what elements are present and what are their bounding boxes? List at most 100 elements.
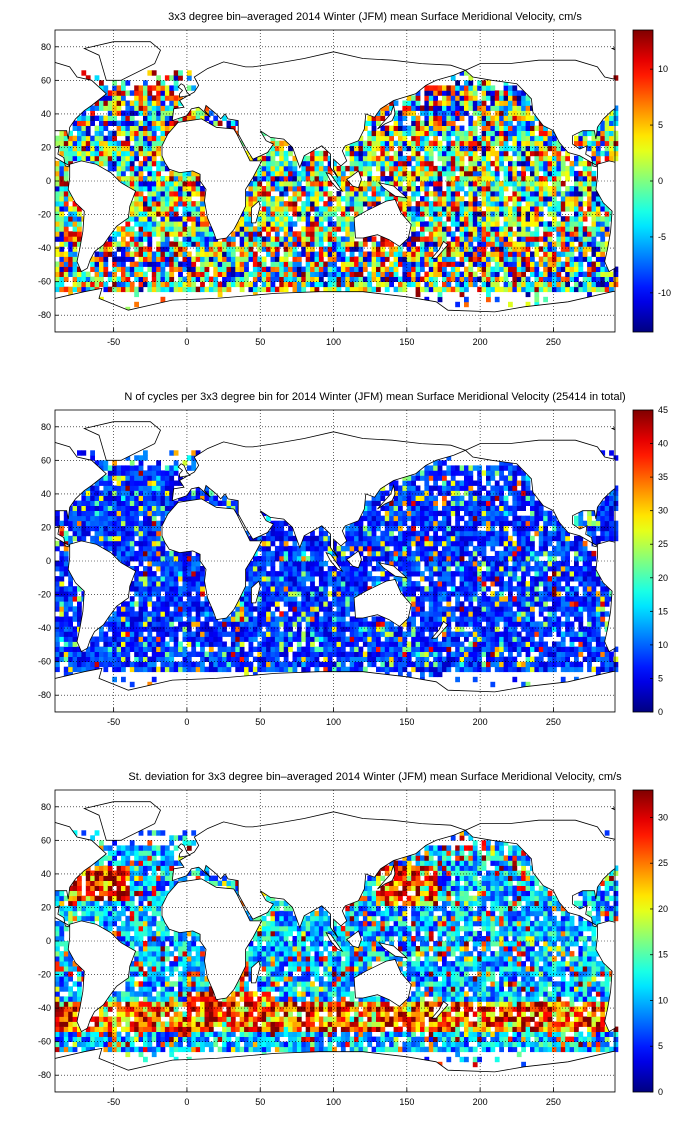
bin-cell <box>455 130 460 137</box>
bin-cell <box>72 226 78 232</box>
bin-cell <box>292 246 298 252</box>
bin-cell <box>138 95 144 101</box>
bin-cell <box>468 181 474 187</box>
bin-cell <box>195 110 201 116</box>
bin-cell <box>411 276 416 282</box>
bin-cell <box>59 176 65 182</box>
bin-cell <box>565 221 570 227</box>
bin-cell <box>248 236 254 242</box>
bin-cell <box>310 281 315 288</box>
bin-cell <box>543 296 548 303</box>
bin-cell <box>283 176 289 182</box>
bin-cell <box>143 231 148 237</box>
bin-cell <box>428 95 434 101</box>
bin-cell <box>464 271 469 277</box>
bin-cell <box>261 281 267 288</box>
bin-cell <box>68 251 73 257</box>
bin-cell <box>68 231 73 237</box>
bin-cell <box>486 191 491 197</box>
bin-cell <box>160 201 166 207</box>
bin-cell <box>107 535 113 542</box>
bin-cell <box>354 196 359 202</box>
bin-cell <box>274 520 280 527</box>
bin-cell <box>222 271 227 277</box>
bin-cell <box>367 281 373 288</box>
bin-cell <box>270 160 276 167</box>
bin-cell <box>173 120 179 126</box>
bin-cell <box>574 286 579 293</box>
bin-cell <box>173 281 179 288</box>
bin-cell <box>182 170 188 177</box>
bin-cell <box>129 460 135 466</box>
bin-cell <box>503 85 509 91</box>
bin-cell <box>72 666 78 673</box>
bin-cell <box>173 100 179 106</box>
bin-cell <box>186 621 192 627</box>
bin-cell <box>472 221 478 227</box>
bin-cell <box>283 256 289 262</box>
bin-cell <box>490 211 496 217</box>
bin-cell <box>310 286 315 293</box>
bin-cell <box>147 591 153 597</box>
bin-cell <box>63 636 69 642</box>
bin-cell <box>248 601 254 607</box>
bin-cell <box>270 216 276 222</box>
bin-cell <box>160 186 166 192</box>
bin-cell <box>266 581 271 587</box>
bin-cell <box>147 165 153 172</box>
bin-cell <box>55 281 60 288</box>
bin-cell <box>508 95 513 101</box>
bin-cell <box>252 291 258 298</box>
bin-cell <box>424 281 430 288</box>
bin-cell <box>266 191 271 197</box>
bin-cell <box>455 176 460 182</box>
bin-cell <box>380 271 386 277</box>
bin-cell <box>494 231 500 237</box>
bin-cell <box>160 540 166 547</box>
bin-cell <box>481 80 487 86</box>
bin-cell <box>156 261 161 267</box>
bin-cell <box>134 206 139 212</box>
bin-cell <box>99 140 104 147</box>
bin-cell <box>459 196 465 202</box>
bin-cell <box>182 651 188 657</box>
bin-cell <box>116 636 122 642</box>
bin-cell <box>94 641 100 647</box>
bin-cell <box>587 256 592 262</box>
bin-cell <box>147 545 153 552</box>
bin-cell <box>371 251 377 257</box>
bin-cell <box>354 246 359 252</box>
bin-cell <box>208 276 214 282</box>
bin-cell <box>455 246 460 252</box>
bin-cell <box>178 616 183 622</box>
bin-cell <box>244 221 249 227</box>
bin-cell <box>494 95 500 101</box>
bin-cell <box>85 276 91 282</box>
bin-cell <box>415 130 421 137</box>
bin-cell <box>552 221 557 227</box>
bin-cell <box>433 256 438 262</box>
bin-cell <box>178 266 183 272</box>
bin-cell <box>512 135 518 142</box>
bin-cell <box>147 125 153 131</box>
bin-cell <box>283 276 289 282</box>
bin-cell <box>477 186 482 192</box>
bin-cell <box>283 530 289 537</box>
bin-cell <box>486 256 491 262</box>
bin-cell <box>288 206 293 212</box>
bin-cell <box>213 495 219 501</box>
bin-cell <box>116 606 122 612</box>
bin-cell <box>230 656 236 662</box>
bin-cell <box>314 186 320 192</box>
bin-cell <box>547 206 553 212</box>
bin-cell <box>569 196 575 202</box>
bin-cell <box>310 155 315 162</box>
bin-cell <box>534 135 540 142</box>
bin-cell <box>164 581 170 587</box>
bin-cell <box>512 110 518 116</box>
bin-cell <box>525 231 531 237</box>
bin-cell <box>160 641 166 647</box>
bin-cell <box>178 666 183 673</box>
bin-cell <box>301 276 307 282</box>
bin-cell <box>116 611 122 617</box>
